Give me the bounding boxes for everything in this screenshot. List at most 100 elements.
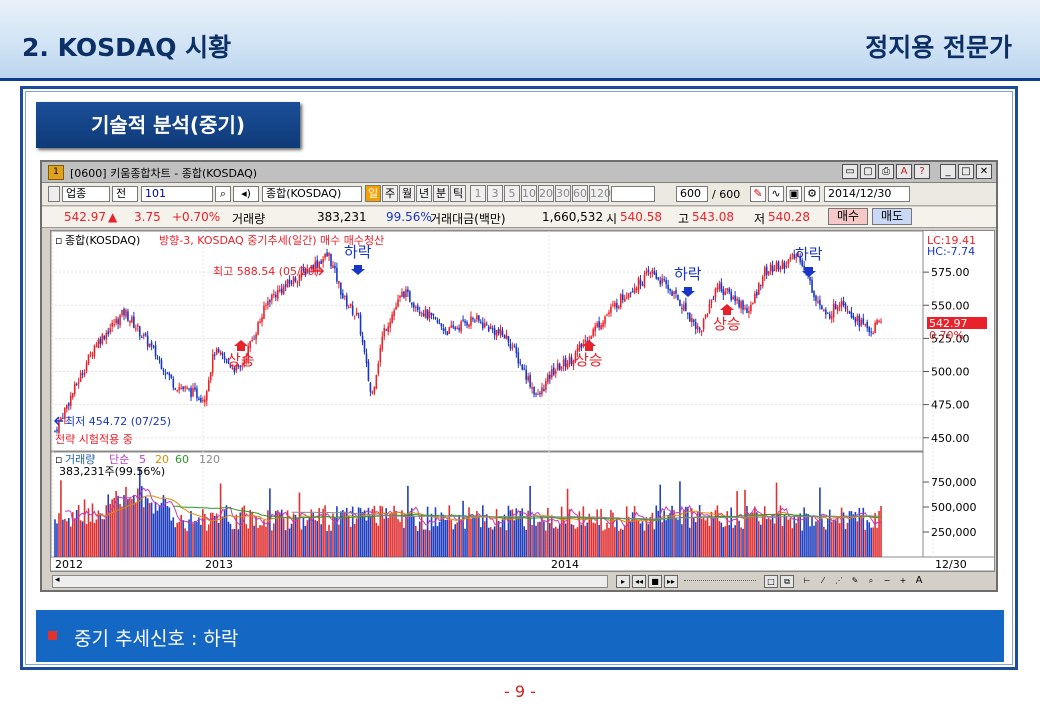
help-icon[interactable]: ?	[914, 164, 930, 179]
volume-bar	[653, 529, 656, 557]
volume-bar	[667, 515, 669, 557]
minute-10[interactable]: 10	[521, 185, 537, 202]
volume-bar	[558, 524, 561, 557]
period-month[interactable]: 월	[399, 185, 415, 202]
font-icon[interactable]: A	[896, 164, 912, 179]
last-price-box	[927, 317, 987, 329]
magnify-icon[interactable]: ⌕	[868, 576, 874, 585]
minute-3[interactable]: 3	[487, 185, 503, 202]
buy-button[interactable]: 매수	[828, 208, 868, 225]
minute-5[interactable]: 5	[504, 185, 520, 202]
candle-body	[271, 294, 273, 301]
candle-body	[637, 277, 640, 291]
chart-scrollbar-row: ◂ ▸ ◂◂ ■ ▸▸ □ ⧉ ⊢ ⁄ ⋰ ✎ ⌕ − + A	[50, 574, 995, 590]
volume-bar	[288, 528, 291, 557]
rewind-icon[interactable]: ◂◂	[632, 575, 646, 588]
volume-bar	[286, 510, 289, 557]
signal-arrow-down-icon	[351, 265, 365, 275]
candle-body	[81, 373, 84, 375]
period-week[interactable]: 주	[382, 185, 398, 202]
search-icon[interactable]: ⌕	[215, 186, 231, 202]
fibo-icon[interactable]: ⋰	[835, 576, 843, 585]
quote-bar: 542.97 ▲ 3.75 +0.70% 거래량 383,231 99.56% …	[42, 207, 996, 228]
candle-body	[310, 265, 313, 270]
count-input[interactable]: 600	[676, 186, 708, 202]
forward-icon[interactable]: ▸▸	[664, 575, 678, 588]
trend-icon[interactable]: ∿	[768, 186, 784, 202]
volume-bar	[756, 512, 758, 557]
market-select[interactable]: 업종	[62, 186, 110, 202]
volume-bar	[663, 510, 665, 557]
pin-icon[interactable]	[48, 186, 60, 202]
scroll-left-icon[interactable]: ◂	[55, 575, 60, 585]
volume-bar	[551, 515, 553, 557]
draw-icon[interactable]: ✎	[851, 576, 859, 585]
period-minute[interactable]: 분	[433, 185, 449, 202]
settings-icon[interactable]: ⚙	[804, 186, 820, 202]
chart-area[interactable]: 하락 상승 상승 하락 상승 하락 575.00 550.00 525.00 500.00 475…	[50, 230, 995, 572]
volume-bar	[436, 526, 439, 557]
candle-body	[714, 289, 717, 298]
candle-body	[77, 382, 80, 384]
minimize-icon[interactable]: _	[940, 164, 956, 179]
period-year[interactable]: 년	[416, 185, 432, 202]
app-icon: 1	[48, 165, 64, 180]
volume-bar	[87, 508, 90, 557]
volume-bar	[237, 529, 240, 557]
candle-body	[545, 381, 547, 390]
volume-bar	[539, 521, 541, 557]
candle-body	[487, 326, 490, 332]
minute-30[interactable]: 30	[555, 185, 571, 202]
signal-fall-label: 하락	[344, 243, 372, 261]
play-icon[interactable]: ▸	[616, 575, 630, 588]
candle-body	[320, 260, 322, 264]
volume-bar	[316, 521, 318, 557]
candle-body	[413, 303, 415, 308]
speed-slider[interactable]	[684, 580, 756, 584]
date-input[interactable]: 2014/12/30	[824, 186, 910, 202]
crosshair-icon[interactable]: ⊢	[803, 576, 811, 585]
layout-icon[interactable]: ▭	[842, 164, 858, 179]
candle-body	[677, 294, 679, 300]
minute-20[interactable]: 20	[538, 185, 554, 202]
candle-body	[720, 282, 723, 292]
tool-icon[interactable]: ✎	[750, 186, 766, 202]
zoom-in-icon[interactable]: +	[899, 576, 907, 585]
volume-bar	[641, 521, 644, 557]
candle-body	[265, 305, 267, 307]
trendline-icon[interactable]: ⁄	[822, 576, 824, 585]
min-arrow-icon	[53, 416, 63, 426]
candle-body	[556, 363, 559, 370]
zoom-box-icon[interactable]: □	[764, 575, 778, 588]
volume-bar	[562, 517, 565, 557]
zoom-out-icon[interactable]: −	[883, 576, 891, 585]
candle-body	[257, 322, 259, 335]
volume-bar	[188, 519, 190, 557]
code-input[interactable]: 101	[141, 186, 213, 202]
sell-button[interactable]: 매도	[872, 208, 912, 225]
window-split-icon[interactable]: ⧉	[780, 575, 794, 588]
maximize-icon[interactable]: □	[958, 164, 974, 179]
minute-120[interactable]: 120	[589, 185, 611, 202]
minute-1[interactable]: 1	[470, 185, 486, 202]
stop-icon[interactable]: ■	[648, 575, 662, 588]
print-icon[interactable]: ⎙	[878, 164, 894, 179]
close-icon[interactable]: ✕	[976, 164, 992, 179]
prev-select[interactable]: 전	[112, 186, 138, 202]
text-icon[interactable]: A	[915, 575, 923, 586]
volume-bar	[543, 521, 545, 557]
window-icon[interactable]: ▢	[860, 164, 876, 179]
minute-60[interactable]: 60	[572, 185, 588, 202]
period-day[interactable]: 일	[365, 185, 381, 202]
candle-body	[509, 343, 512, 349]
candle-body	[91, 354, 94, 356]
horizontal-scrollbar[interactable]: ◂	[52, 575, 608, 588]
save-icon[interactable]: ▣	[786, 186, 802, 202]
period-tick[interactable]: 틱	[450, 185, 466, 202]
volume-bar	[840, 507, 843, 557]
speaker-icon[interactable]: ◂)	[233, 186, 259, 202]
minute-input[interactable]	[611, 186, 655, 202]
x-tick-label: 2012	[55, 558, 83, 571]
candle-body	[377, 363, 380, 374]
vol-legend-symbol: ▫	[55, 453, 62, 466]
